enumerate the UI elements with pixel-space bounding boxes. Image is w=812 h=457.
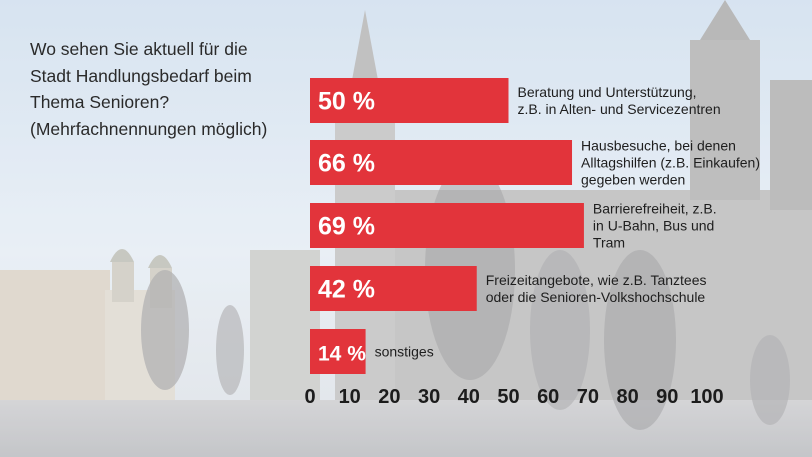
category-label: Freizeitangebote, wie z.B. Tanztees oder … [486, 272, 707, 305]
bar-69 [310, 203, 584, 248]
x-tick-label: 90 [656, 386, 678, 408]
question-text: Wo sehen Sie aktuell für die Stadt Handl… [30, 39, 268, 139]
category-label: sonstiges [375, 344, 434, 360]
bar-value-label: 69 % [318, 213, 375, 241]
x-tick-label: 40 [458, 386, 480, 408]
bar-value-label: 42 % [318, 276, 375, 304]
x-tick-label: 60 [537, 386, 559, 408]
x-tick-label: 80 [616, 386, 638, 408]
x-tick-label: 20 [378, 386, 400, 408]
category-label: Hausbesuche, bei denen Alltagshilfen (z.B… [581, 138, 760, 188]
category-label: Beratung und Unterstützung, z.B. in Alten… [518, 84, 721, 117]
bar-42 [310, 266, 477, 311]
bar-14 [310, 329, 366, 374]
bar-66 [310, 140, 573, 185]
x-tick-label: 70 [577, 386, 599, 408]
bar-value-label: 66 % [318, 150, 375, 178]
x-tick-label: 50 [497, 386, 519, 408]
category-label: Barrierefreiheit, z.B. in U-Bahn, Bus und… [593, 201, 717, 251]
bar-50 [310, 78, 509, 123]
x-tick-label: 0 [304, 386, 315, 408]
x-tick-label: 100 [690, 386, 723, 408]
x-tick-label: 10 [339, 386, 361, 408]
bar-value-label: 14 % [318, 343, 366, 366]
x-tick-label: 30 [418, 386, 440, 408]
bar-value-label: 50 % [318, 88, 375, 116]
